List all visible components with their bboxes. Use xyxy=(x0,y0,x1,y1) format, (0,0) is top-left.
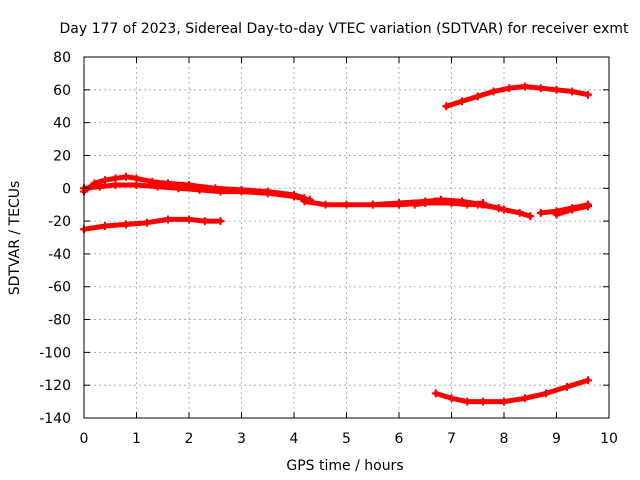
data-point xyxy=(321,200,330,209)
data-point xyxy=(101,222,109,231)
data-point xyxy=(563,382,571,391)
data-point xyxy=(431,389,440,398)
x-tick-label: 2 xyxy=(185,431,194,447)
data-point xyxy=(568,87,577,96)
data-point xyxy=(195,185,204,194)
data-point xyxy=(95,182,104,191)
data-point xyxy=(505,84,514,93)
data-point xyxy=(463,200,472,209)
grid-lines xyxy=(84,57,609,418)
data-point xyxy=(300,197,309,206)
x-tick-label: 0 xyxy=(80,431,89,447)
y-tick-label: -20 xyxy=(48,214,71,230)
data-point xyxy=(479,397,487,406)
data-point xyxy=(185,215,193,224)
series-line xyxy=(81,182,313,203)
data-point xyxy=(216,217,225,226)
data-point xyxy=(101,176,109,185)
x-axis-title: GPS time / hours xyxy=(286,458,403,474)
x-tick-label: 10 xyxy=(600,431,618,447)
data-point xyxy=(489,87,498,96)
x-tick-labels: 0 1 2 3 4 5 6 7 8 9 10 xyxy=(80,431,618,447)
y-tick-label: -60 xyxy=(48,280,71,296)
data-point xyxy=(500,397,508,406)
y-tick-label: 40 xyxy=(53,116,71,132)
data-point xyxy=(216,187,225,196)
data-point xyxy=(463,397,472,406)
y-tick-label: -80 xyxy=(48,313,71,329)
data-series xyxy=(80,82,592,406)
data-point xyxy=(473,92,482,101)
y-tick-label: -120 xyxy=(39,378,71,394)
y-tick-label: -40 xyxy=(48,247,71,263)
series-arc-10 xyxy=(431,376,592,406)
data-point xyxy=(500,205,508,214)
data-point xyxy=(442,102,451,111)
data-point xyxy=(515,208,524,217)
data-point xyxy=(237,187,246,196)
y-tick-label: -100 xyxy=(39,345,71,361)
data-point xyxy=(263,189,272,198)
data-point xyxy=(143,218,151,227)
data-point xyxy=(395,199,403,208)
y-tick-labels: -140 -120 -100 -80 -60 -40 -20 0 20 40 60 80 xyxy=(39,50,71,427)
y-tick-label: 0 xyxy=(62,181,71,197)
data-point xyxy=(174,184,183,193)
y-axis-title: SDTVAR / TECUs xyxy=(7,181,23,296)
data-point xyxy=(200,217,209,226)
data-point xyxy=(447,199,456,208)
data-point xyxy=(132,180,141,189)
data-point xyxy=(290,192,298,201)
series-arc-8 xyxy=(552,202,592,219)
x-tick-label: 4 xyxy=(290,431,299,447)
data-point xyxy=(536,84,545,93)
series-line xyxy=(443,84,591,109)
data-point xyxy=(410,200,419,209)
data-point xyxy=(584,202,592,211)
x-tick-label: 5 xyxy=(342,431,351,447)
data-point xyxy=(568,205,577,214)
series-arc-6 xyxy=(410,197,487,209)
data-point xyxy=(521,394,529,403)
data-point xyxy=(122,220,130,229)
data-point xyxy=(479,199,487,208)
data-point xyxy=(111,180,120,189)
data-point xyxy=(447,394,456,403)
data-point xyxy=(552,210,561,219)
x-tick-label: 9 xyxy=(552,431,561,447)
data-point xyxy=(342,200,351,209)
y-tick-label: 80 xyxy=(53,50,71,66)
x-tick-label: 3 xyxy=(237,431,246,447)
x-tick-label: 8 xyxy=(500,431,509,447)
data-point xyxy=(584,376,592,385)
x-tick-label: 7 xyxy=(447,431,456,447)
data-point xyxy=(458,97,466,106)
data-point xyxy=(584,90,592,99)
series-line xyxy=(433,377,591,405)
y-tick-label: 20 xyxy=(53,148,71,164)
series-arc-3 xyxy=(80,215,225,234)
y-tick-label: 60 xyxy=(53,83,71,99)
data-point xyxy=(552,85,561,94)
data-point xyxy=(164,215,172,224)
data-point xyxy=(153,182,162,191)
data-point xyxy=(431,197,440,206)
data-point xyxy=(542,389,550,398)
data-point xyxy=(526,212,535,221)
x-tick-label: 1 xyxy=(132,431,141,447)
data-point xyxy=(536,208,545,217)
data-point xyxy=(521,82,529,91)
data-point xyxy=(122,172,130,181)
x-tick-label: 6 xyxy=(395,431,404,447)
series-arc-9 xyxy=(442,82,592,111)
data-point xyxy=(368,200,377,209)
chart-title: Day 177 of 2023, Sidereal Day-to-day VTE… xyxy=(60,21,630,37)
axis-ticks xyxy=(83,56,610,419)
y-tick-label: -140 xyxy=(39,411,71,427)
